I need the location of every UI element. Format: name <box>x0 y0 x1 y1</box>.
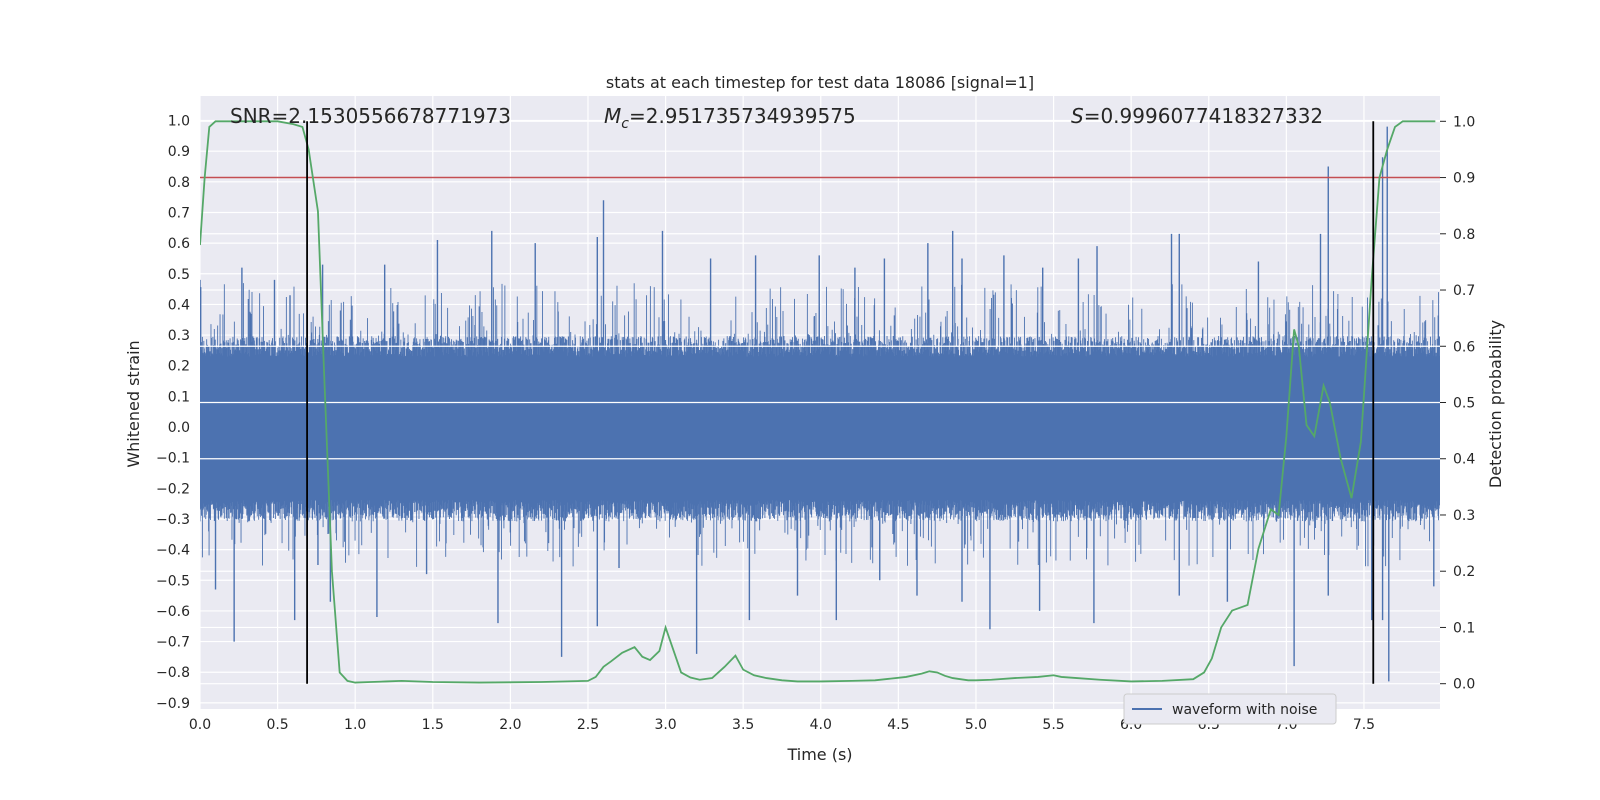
x-axis-label: Time (s) <box>786 745 852 764</box>
right-y-tick-label: 0.3 <box>1453 508 1475 524</box>
chirp-mass-annotation: Mc=2.951735734939575 <box>604 104 856 132</box>
y-tick-label: −0.1 <box>156 451 190 467</box>
y-tick-label: 0.7 <box>168 205 190 221</box>
y-tick-label: 1.0 <box>168 114 190 130</box>
x-tick-label: 4.5 <box>887 717 909 733</box>
y-tick-label: −0.6 <box>156 604 190 620</box>
right-y-tick-label: 0.5 <box>1453 396 1475 412</box>
score-value: =0.9996077418327332 <box>1084 104 1323 128</box>
y-tick-label: −0.5 <box>156 573 190 589</box>
y-axis-label: Whitened strain <box>124 340 143 467</box>
legend-box <box>1123 693 1337 725</box>
chart-title: stats at each timestep for test data 180… <box>606 73 1034 92</box>
y-tick-label: −0.8 <box>156 665 190 681</box>
y-tick-label: 0.6 <box>168 236 190 252</box>
x-tick-label: 3.0 <box>654 717 676 733</box>
x-tick-label: 2.5 <box>577 717 599 733</box>
waveform-noise-trace <box>200 283 1440 567</box>
x-tick-label: 2.0 <box>499 717 521 733</box>
score-symbol: S <box>1071 104 1084 128</box>
y-tick-label: −0.2 <box>156 481 190 497</box>
chirp-mass-symbol: M <box>604 104 621 128</box>
right-y-tick-label: 0.6 <box>1453 339 1475 355</box>
y-tick-label: −0.9 <box>156 696 190 712</box>
y-tick-label: 0.2 <box>168 359 190 375</box>
x-tick-label: 4.0 <box>810 717 832 733</box>
right-y-axis-label: Detection probability <box>1486 320 1505 488</box>
y-tick-label: −0.4 <box>156 543 190 559</box>
chirp-mass-value: =2.951735734939575 <box>629 104 856 128</box>
snr-annotation: SNR=2.1530556678771973 <box>230 104 511 128</box>
y-tick-label: 0.1 <box>168 389 190 405</box>
axes: 0.0 0.5 1.0 1.5 2.0 2.5 3.0 3.5 4.0 4.5 5.0 5.5 6.0 6… <box>156 114 1475 733</box>
y-tick-label: 0.3 <box>168 328 190 344</box>
y-tick-label: 0.9 <box>168 144 190 160</box>
chirp-mass-subscript: c <box>621 116 629 132</box>
right-y-tick-label: 0.4 <box>1453 452 1475 468</box>
legend-label-waveform: waveform with noise <box>1172 702 1317 718</box>
x-tick-label: 0.5 <box>266 717 288 733</box>
y-tick-label: −0.7 <box>156 635 190 651</box>
x-tick-label: 1.5 <box>422 717 444 733</box>
x-tick-label: 0.0 <box>189 717 211 733</box>
right-y-tick-label: 0.8 <box>1453 227 1475 243</box>
right-y-tick-label: 1.0 <box>1453 114 1475 130</box>
y-tick-label: 0.4 <box>168 297 190 313</box>
right-y-tick-label: 0.1 <box>1453 620 1475 636</box>
right-y-tick-label: 0.9 <box>1453 171 1475 187</box>
data-layer <box>200 120 1440 684</box>
y-tick-label: 0.8 <box>168 175 190 191</box>
y-tick-label: −0.3 <box>156 512 190 528</box>
right-y-tick-label: 0.0 <box>1453 677 1475 693</box>
x-tick-label: 5.0 <box>965 717 987 733</box>
x-tick-label: 1.0 <box>344 717 366 733</box>
x-tick-label: 3.5 <box>732 717 754 733</box>
legend: waveform with noise <box>1123 693 1337 725</box>
x-tick-label: 5.5 <box>1042 717 1064 733</box>
score-annotation: S=0.9996077418327332 <box>1071 104 1323 128</box>
y-tick-label: 0.5 <box>168 267 190 283</box>
x-tick-label: 7.5 <box>1353 717 1375 733</box>
right-y-tick-label: 0.7 <box>1453 283 1475 299</box>
y-tick-label: 0.0 <box>168 420 190 436</box>
right-y-tick-label: 0.2 <box>1453 564 1475 580</box>
detection-probability-line <box>200 120 1436 684</box>
